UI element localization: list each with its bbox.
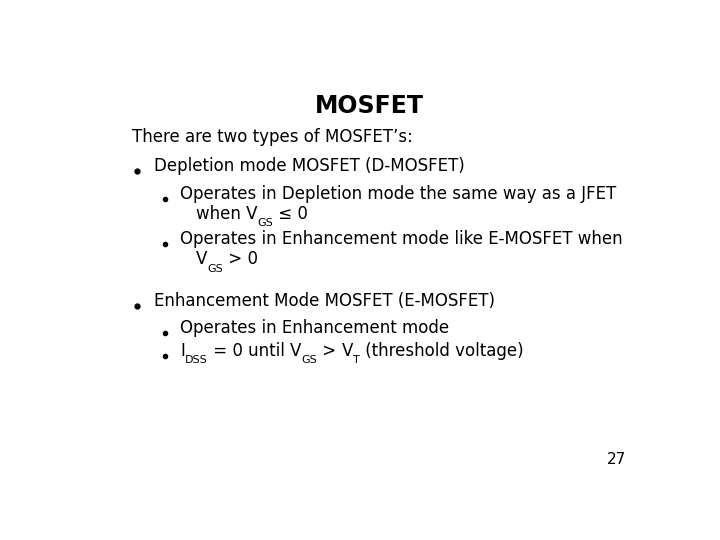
Text: DSS: DSS xyxy=(185,355,208,366)
Text: T: T xyxy=(353,355,360,366)
Text: Enhancement Mode MOSFET (E-MOSFET): Enhancement Mode MOSFET (E-MOSFET) xyxy=(154,292,495,310)
Text: 27: 27 xyxy=(606,452,626,467)
Text: MOSFET: MOSFET xyxy=(315,94,423,118)
Text: Depletion mode MOSFET (D-MOSFET): Depletion mode MOSFET (D-MOSFET) xyxy=(154,157,465,175)
Text: V: V xyxy=(196,251,207,268)
Text: Operates in Enhancement mode: Operates in Enhancement mode xyxy=(181,319,449,337)
Text: GS: GS xyxy=(258,218,274,228)
Text: >: > xyxy=(318,342,342,360)
Text: > 0: > 0 xyxy=(223,251,258,268)
Text: V: V xyxy=(290,342,302,360)
Text: ≤ 0: ≤ 0 xyxy=(274,205,308,222)
Text: (threshold voltage): (threshold voltage) xyxy=(360,342,523,360)
Text: I: I xyxy=(181,342,185,360)
Text: when V: when V xyxy=(196,205,258,222)
Text: = 0 until: = 0 until xyxy=(208,342,290,360)
Text: GS: GS xyxy=(302,355,318,366)
Text: Operates in Enhancement mode like E-MOSFET when: Operates in Enhancement mode like E-MOSF… xyxy=(181,231,623,248)
Text: V: V xyxy=(342,342,353,360)
Text: Operates in Depletion mode the same way as a JFET: Operates in Depletion mode the same way … xyxy=(181,185,616,202)
Text: GS: GS xyxy=(207,264,223,274)
Text: There are two types of MOSFET’s:: There are two types of MOSFET’s: xyxy=(132,128,413,146)
